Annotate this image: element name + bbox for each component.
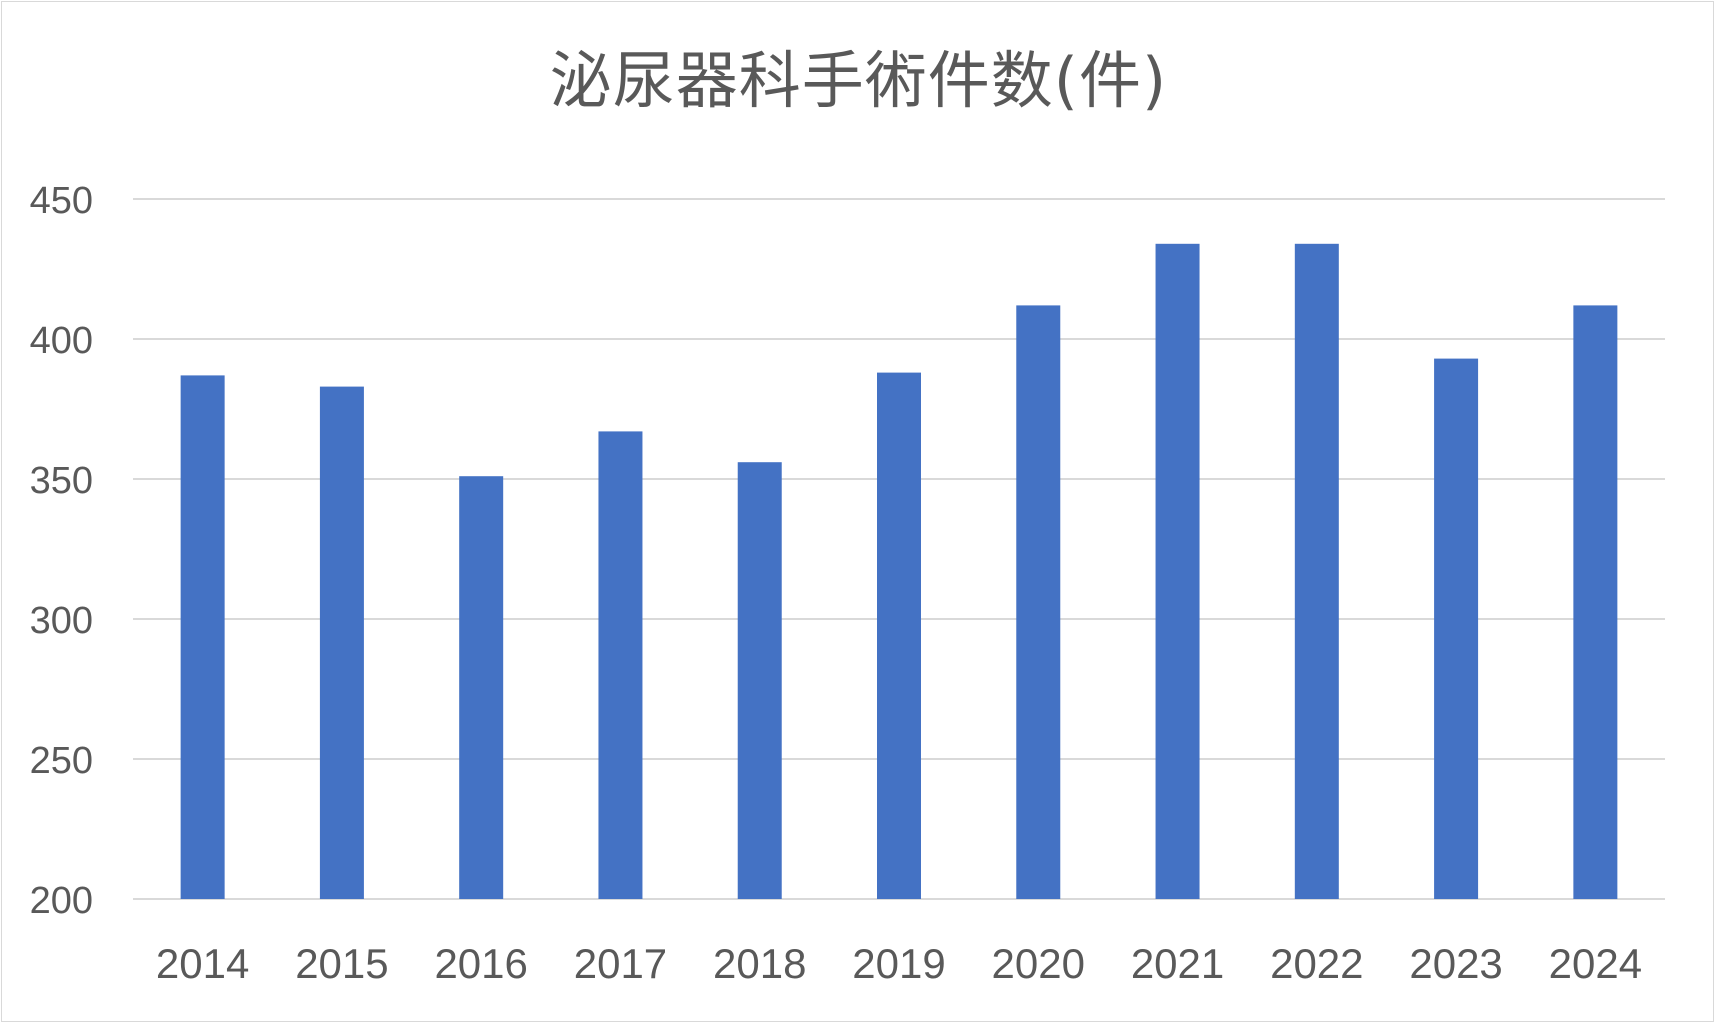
bar-2015	[319, 386, 364, 900]
x-tick-label: 2019	[852, 940, 945, 987]
bar-2023	[1434, 358, 1479, 900]
x-tick-label: 2014	[156, 940, 249, 987]
y-tick-label: 350	[30, 460, 93, 502]
y-axis-tick-labels: 200 250 300 350 400 450	[30, 180, 93, 922]
x-tick-label: 2021	[1131, 940, 1224, 987]
bar-2022	[1294, 243, 1339, 900]
bar-2016	[459, 476, 504, 899]
x-tick-label: 2024	[1549, 940, 1642, 987]
bar-2021	[1155, 243, 1200, 900]
bar-2018	[737, 462, 782, 899]
x-axis-tick-labels: 2014 2015 2016 2017 2018 2019 2020 2021 2022 2023…	[156, 940, 1642, 987]
x-tick-label: 2018	[713, 940, 806, 987]
bar-series	[180, 243, 1618, 900]
x-tick-label: 2023	[1409, 940, 1502, 987]
y-tick-label: 250	[30, 740, 93, 782]
y-tick-label: 300	[30, 600, 93, 642]
x-tick-label: 2016	[434, 940, 527, 987]
y-tick-label: 400	[30, 320, 93, 362]
y-tick-label: 450	[30, 180, 93, 222]
chart-title: 泌尿器科手術件数(件)	[549, 44, 1168, 117]
bar-2017	[598, 431, 643, 899]
x-tick-label: 2020	[992, 940, 1085, 987]
bar-2020	[1016, 305, 1061, 899]
x-tick-label: 2017	[574, 940, 667, 987]
bar-2019	[877, 372, 921, 900]
bar-2014	[180, 375, 225, 899]
x-tick-label: 2015	[295, 940, 388, 987]
bar-2024	[1573, 305, 1618, 899]
y-tick-label: 200	[30, 880, 93, 922]
x-tick-label: 2022	[1270, 940, 1363, 987]
